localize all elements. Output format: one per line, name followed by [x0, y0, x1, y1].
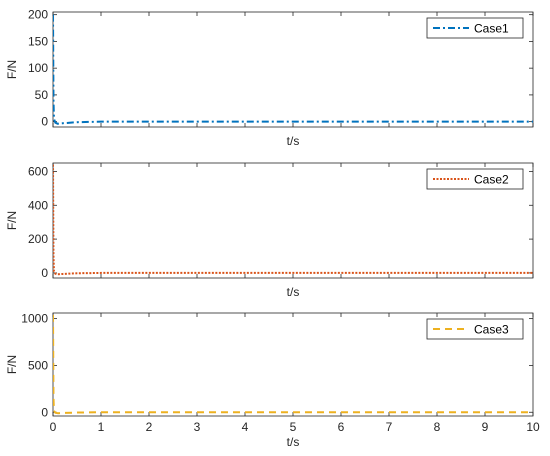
- y-tick-label: 100: [28, 61, 48, 75]
- x-tick-label: 3: [194, 420, 201, 434]
- subplot-1: 0 50 100 150 200 t/s F/N Case1: [5, 8, 534, 148]
- x-tick-label: 0: [50, 420, 57, 434]
- legend: Case2: [426, 168, 524, 190]
- y-axis-title: F/N: [5, 211, 19, 230]
- series-line-case3: [53, 314, 533, 415]
- legend: Case1: [426, 17, 524, 39]
- y-tick-label: 600: [28, 164, 48, 178]
- x-axis-title: t/s: [287, 134, 300, 148]
- y-tick-label: 0: [41, 405, 48, 419]
- y-axis-title: F/N: [5, 355, 19, 374]
- y-tick-label: 150: [28, 34, 48, 48]
- x-tick-label: 9: [482, 420, 489, 434]
- y-tick-label: 50: [35, 88, 49, 102]
- legend-label: Case2: [474, 173, 509, 187]
- legend: Case3: [426, 318, 524, 340]
- series-line-case2: [53, 164, 533, 276]
- x-tick-label: 2: [146, 420, 153, 434]
- y-tick-label: 200: [28, 232, 48, 246]
- x-tick-label: 6: [338, 420, 345, 434]
- legend-box: [426, 168, 524, 190]
- legend-box: [426, 17, 524, 39]
- legend-label: Case1: [474, 22, 509, 36]
- y-tick-label: 0: [41, 266, 48, 280]
- subplot-3: 0 1 2 3 4 5 6 7 8 9 10 0 500 1000 t/s F/N Case3: [5, 312, 540, 449]
- series-line-case1: [53, 14, 533, 125]
- y-tick-label: 500: [28, 358, 48, 372]
- x-axis-title: t/s: [287, 435, 300, 449]
- legend-box: [426, 318, 524, 340]
- subplot-2: 0 200 400 600 t/s F/N Case2: [5, 162, 534, 299]
- subplots: 050100150200t/sF/NCase10200400600t/sF/NC…: [5, 8, 540, 449]
- x-tick-label: 10: [526, 420, 540, 434]
- x-tick-label: 1: [98, 420, 105, 434]
- y-tick-label: 400: [28, 198, 48, 212]
- legend-label: Case3: [474, 323, 509, 337]
- x-tick-label: 4: [242, 420, 249, 434]
- y-tick-label: 0: [41, 115, 48, 129]
- x-tick-label: 5: [290, 420, 297, 434]
- x-tick-label: 8: [434, 420, 441, 434]
- x-axis-title: t/s: [287, 285, 300, 299]
- y-tick-label: 200: [28, 8, 48, 22]
- x-tick-label: 7: [386, 420, 393, 434]
- y-axis-title: F/N: [5, 60, 19, 79]
- y-tick-label: 1000: [21, 312, 48, 326]
